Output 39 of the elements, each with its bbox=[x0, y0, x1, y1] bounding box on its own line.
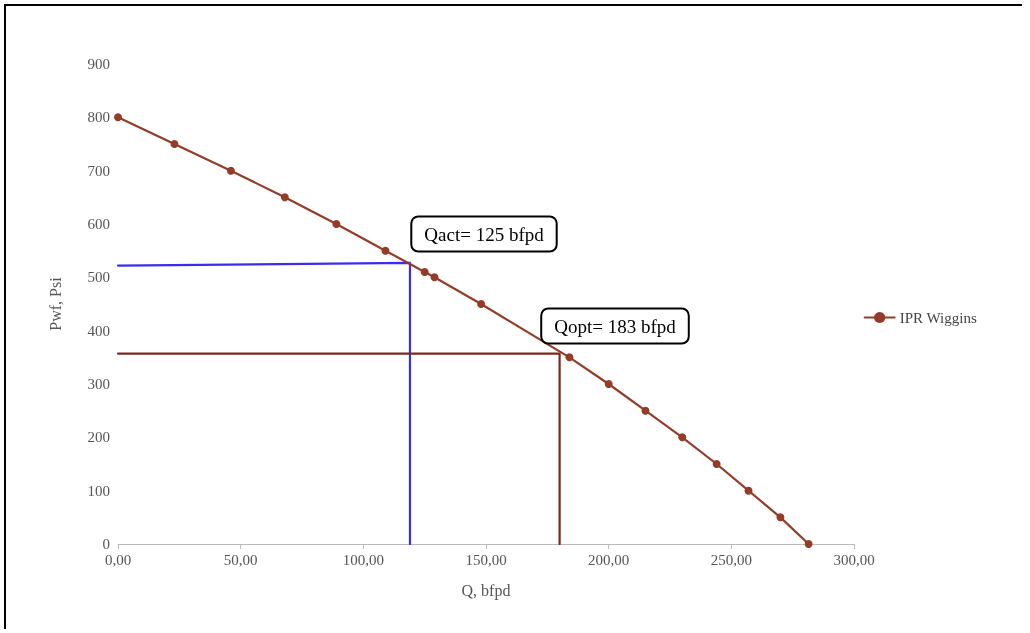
x-tick-label: 300,00 bbox=[833, 551, 875, 568]
y-tick-label: 100 bbox=[87, 482, 110, 499]
point bbox=[280, 193, 289, 202]
y-tick-label: 400 bbox=[87, 322, 110, 339]
annotation: Qopt= 183 bfpd bbox=[554, 315, 677, 337]
y-tick-label: 900 bbox=[87, 56, 110, 72]
point bbox=[776, 513, 785, 522]
legend-label: IPR Wiggins bbox=[899, 309, 977, 326]
x-tick-label: 50,00 bbox=[223, 551, 258, 568]
x-tick-label: 200,00 bbox=[588, 551, 630, 568]
point bbox=[641, 406, 650, 415]
y-tick-label: 800 bbox=[87, 109, 110, 126]
point bbox=[678, 433, 687, 442]
point bbox=[712, 460, 721, 468]
point bbox=[804, 540, 813, 548]
x-tick-label: 100,00 bbox=[342, 551, 384, 568]
x-axis-title: Q, bfpd bbox=[461, 581, 511, 600]
x-tick-label: 0,00 bbox=[104, 551, 132, 568]
y-tick-label: 200 bbox=[87, 429, 110, 446]
y-axis-title: Pwf, Psi bbox=[46, 276, 64, 331]
point bbox=[114, 113, 122, 122]
x-tick-label: 150,00 bbox=[465, 551, 507, 568]
point bbox=[226, 166, 235, 175]
point bbox=[170, 140, 179, 148]
point bbox=[477, 300, 486, 308]
point bbox=[381, 246, 390, 255]
x-tick-label: 250,00 bbox=[710, 551, 752, 568]
point bbox=[420, 268, 429, 276]
y-tick-label: 600 bbox=[87, 216, 110, 232]
point bbox=[604, 380, 613, 388]
y-tick-label: 300 bbox=[87, 376, 110, 392]
point bbox=[332, 220, 341, 228]
point bbox=[744, 486, 753, 495]
point bbox=[565, 353, 574, 362]
y-tick-label: 700 bbox=[87, 162, 110, 179]
annotation: Qact= 125 bfpd bbox=[424, 223, 545, 245]
y-tick-label: 500 bbox=[87, 269, 110, 286]
point bbox=[430, 273, 439, 282]
y-tick-label: 0 bbox=[102, 536, 110, 552]
